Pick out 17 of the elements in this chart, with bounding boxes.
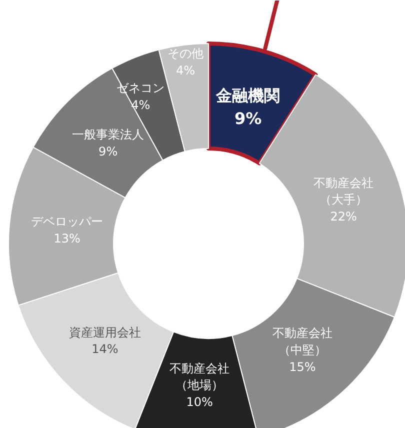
slice-label: 不動産会社（地場）	[170, 361, 230, 392]
slice-label: 資産運用会社	[68, 325, 141, 340]
data-label: 9%	[98, 144, 118, 158]
slice-label: 金融機関	[215, 86, 280, 106]
data-label: 4%	[131, 98, 150, 112]
data-label: 10%	[186, 395, 213, 410]
data-label: 14%	[92, 342, 118, 356]
slice-label: 一般事業法人	[72, 128, 144, 142]
data-label: 13%	[54, 232, 80, 246]
slice-label: デベロッパー	[31, 214, 104, 229]
data-label: 9%	[234, 109, 262, 128]
slice-label: その他	[168, 46, 204, 61]
slice-label: 不動産会社（大手）	[314, 176, 374, 207]
data-label: 4%	[176, 63, 196, 78]
data-label: 15%	[289, 360, 316, 374]
data-label: 22%	[330, 209, 357, 224]
slice-label: 不動産会社（中堅）	[272, 326, 332, 358]
